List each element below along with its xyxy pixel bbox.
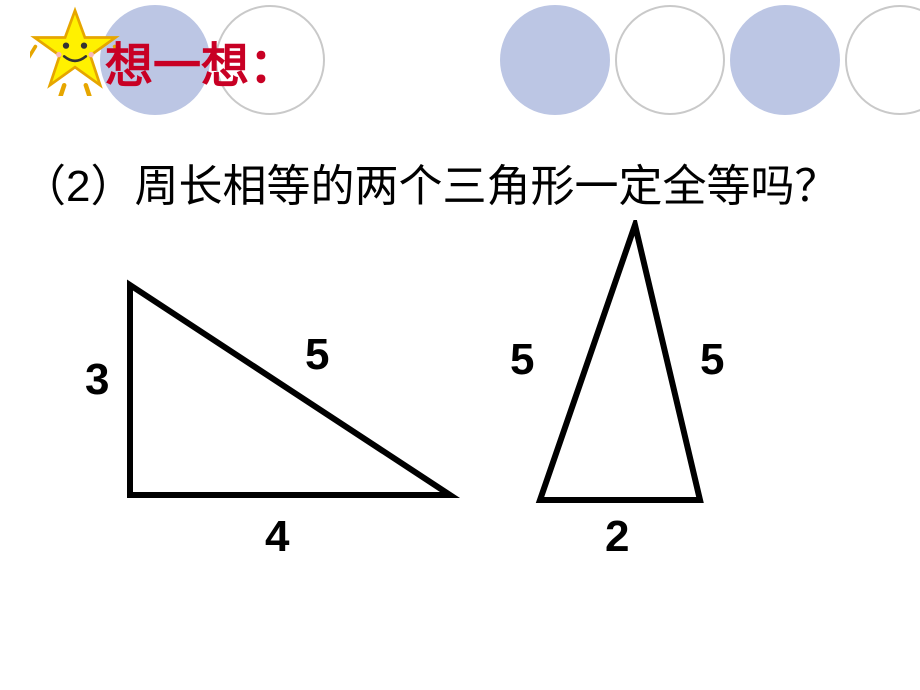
triangle-left-label: 4 bbox=[265, 512, 289, 562]
bg-circle bbox=[845, 5, 920, 115]
triangle-left-label: 5 bbox=[305, 330, 329, 380]
page-title: 想一想： bbox=[105, 26, 297, 96]
triangle-right bbox=[540, 225, 700, 500]
triangle-left bbox=[130, 285, 450, 495]
triangle-right-label: 5 bbox=[510, 335, 534, 385]
triangle-left-label: 3 bbox=[85, 355, 109, 405]
question-text: 周长相等的两个三角形一定全等吗？ bbox=[134, 162, 838, 211]
question-prefix: （2） bbox=[22, 162, 134, 211]
bg-circle bbox=[615, 5, 725, 115]
bg-circle bbox=[500, 5, 610, 115]
triangle-right-label: 5 bbox=[700, 335, 724, 385]
bg-circle bbox=[730, 5, 840, 115]
star-shape bbox=[35, 11, 116, 86]
question-line: （2）周长相等的两个三角形一定全等吗？ bbox=[22, 150, 838, 214]
triangle-right-label: 2 bbox=[605, 512, 629, 562]
triangles-area: 3 5 4 5 5 2 bbox=[0, 250, 920, 630]
